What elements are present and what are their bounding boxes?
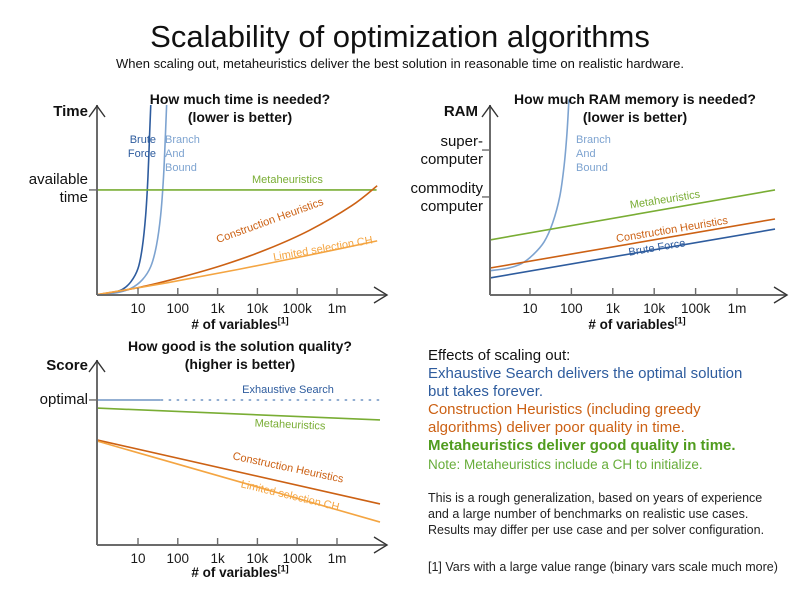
panel-heading: Effects of scaling out: (428, 347, 571, 364)
x-axis-title: # of variables[1] (90, 563, 390, 580)
y-axis-title: Time (53, 103, 88, 120)
y-axis-arrow-icon (481, 104, 499, 118)
ram-chart-canvas: 10 100 1k 10k 100k 1m (481, 99, 789, 316)
x-tick-label: 100 (167, 551, 190, 566)
page-subtitle: When scaling out, metaheuristics deliver… (116, 56, 684, 71)
x-tick-label: 10 (130, 551, 145, 566)
series-metaheuristics (489, 189, 776, 241)
series-branch-and-bound (489, 99, 570, 272)
x-tick-label: 100k (283, 301, 313, 316)
chart-title-line2: (lower is better) (187, 109, 293, 125)
series-construction-heuristics (489, 218, 776, 269)
y-tick-label-super-computer: super- computer (420, 133, 483, 168)
series-label-metaheuristics: Metaheuristics (252, 174, 323, 186)
y-axis-title: Score (46, 357, 88, 374)
statement-exhaustive-search: Exhaustive Search delivers the optimal s… (428, 365, 743, 400)
time-chart: 10 100 1k 10k 100k 1m How much time is needed… (28, 88, 400, 340)
series-label-branch-and-bound: Branch And Bound (165, 134, 200, 174)
chart-title: How much time is needed? (lower is bette… (80, 90, 400, 126)
quality-chart-canvas: 10 100 1k 10k 100k 1m (88, 359, 389, 566)
x-axis-footnote-mark: [1] (277, 315, 289, 326)
chart-title: How good is the solution quality? (highe… (80, 337, 400, 373)
series-brute-force (489, 228, 776, 279)
x-tick-label: 10k (643, 301, 665, 316)
panel-footnote: [1] Vars with a large value range (binar… (428, 560, 778, 574)
x-tick-label: 10k (247, 551, 269, 566)
series-label-branch-and-bound: Branch And Bound (576, 134, 611, 174)
x-axis-footnote-mark: [1] (674, 315, 686, 326)
chart-title-line2: (lower is better) (582, 109, 688, 125)
x-tick-label: 1k (210, 551, 225, 566)
x-axis-title-text: # of variables (191, 565, 278, 580)
chart-title-line2: (higher is better) (184, 356, 296, 372)
series-label-brute-force: Brute Force (127, 134, 156, 160)
x-tick-label: 100k (283, 551, 313, 566)
chart-title-line1: How much time is needed? (149, 91, 331, 107)
x-tick-label: 10k (247, 301, 269, 316)
series-metaheuristics (96, 407, 381, 421)
y-axis-arrow-icon (88, 359, 106, 373)
x-tick-label: 10 (522, 301, 537, 316)
x-tick-label: 1k (210, 301, 225, 316)
time-chart-canvas: 10 100 1k 10k 100k 1m (88, 104, 389, 316)
x-tick-label: 1m (728, 301, 747, 316)
series-limited-selection-ch (96, 240, 378, 296)
y-axis-arrow-icon (88, 104, 106, 118)
x-axis-arrow-icon (773, 286, 789, 304)
x-tick-label: 1k (606, 301, 621, 316)
statement-metaheuristics: Metaheuristics deliver good quality in t… (428, 437, 736, 454)
x-tick-label: 100 (560, 301, 583, 316)
x-tick-label: 1m (328, 301, 347, 316)
x-tick-label: 10 (130, 301, 145, 316)
y-tick-label-commodity-computer: commodity computer (410, 180, 483, 215)
series-construction-heuristics (96, 439, 381, 505)
chart-title-line1: How much RAM memory is needed? (514, 91, 756, 107)
statement-construction-heuristics: Construction Heuristics (including greed… (428, 401, 701, 436)
chart-title: How much RAM memory is needed? (lower is… (475, 90, 795, 126)
x-axis-title: # of variables[1] (90, 315, 390, 332)
y-axis-title: RAM (443, 103, 478, 120)
y-tick-label-available-time: available time (28, 171, 88, 206)
panel-disclaimer: This is a rough generalization, based on… (428, 491, 765, 537)
ram-chart: 10 100 1k 10k 100k 1m How much RAM memory is … (400, 88, 798, 340)
x-tick-label: 100 (167, 301, 190, 316)
x-tick-label: 100k (681, 301, 711, 316)
panel-note: Note: Metaheuristics include a CH to ini… (428, 457, 703, 472)
page-title: Scalability of optimization algorithms (150, 19, 650, 54)
x-axis-title-text: # of variables (191, 317, 278, 332)
x-axis-footnote-mark: [1] (277, 563, 289, 574)
x-axis-arrow-icon (373, 286, 389, 304)
x-tick-label: 1m (328, 551, 347, 566)
y-tick-label-optimal: optimal (39, 391, 88, 408)
effects-panel: Effects of scaling out: Exhaustive Searc… (428, 346, 800, 574)
series-label-exhaustive-search: Exhaustive Search (242, 384, 334, 396)
x-axis-title-text: # of variables (588, 317, 675, 332)
series-limited-selection-ch (96, 440, 381, 523)
x-axis-title: # of variables[1] (487, 315, 787, 332)
x-axis-arrow-icon (373, 536, 389, 554)
chart-title-line1: How good is the solution quality? (128, 338, 352, 354)
quality-chart: 10 100 1k 10k 100k 1m How good is the solutio… (30, 335, 400, 597)
